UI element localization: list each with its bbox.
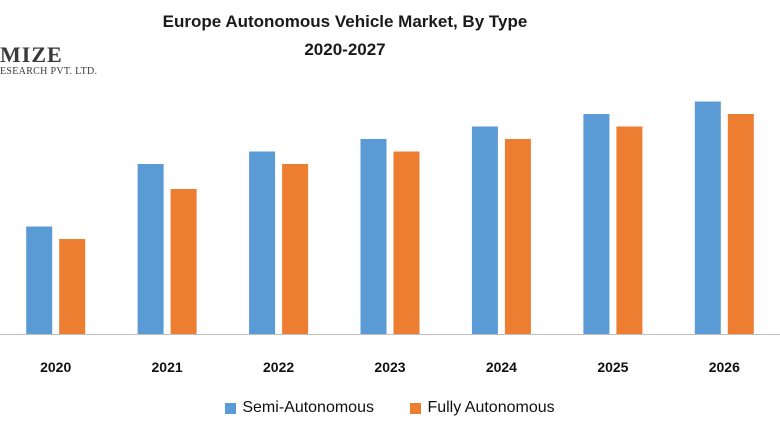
company-logo: MIZE ESEARCH PVT. LTD. — [0, 44, 97, 78]
legend-label-fully-autonomous: Fully Autonomous — [427, 399, 555, 416]
legend-swatch-semi-autonomous — [225, 402, 237, 414]
chart-title: Europe Autonomous Vehicle Market, By Typ… — [0, 8, 690, 64]
bar-fully-autonomous-2024 — [504, 139, 531, 334]
bar-fully-autonomous-2020 — [59, 239, 86, 334]
bar-semi-autonomous-2024 — [471, 126, 498, 334]
x-tick-label-2021: 2021 — [152, 359, 183, 375]
bar-semi-autonomous-2022 — [249, 151, 276, 334]
bar-semi-autonomous-2020 — [26, 226, 53, 334]
chart-title-line-1: Europe Autonomous Vehicle Market, By Typ… — [162, 12, 528, 31]
legend-swatch-fully-autonomous — [410, 402, 422, 414]
logo-subtitle: ESEARCH PVT. LTD. — [0, 66, 98, 77]
bar-fully-autonomous-2021 — [170, 189, 197, 334]
bar-fully-autonomous-2026 — [727, 114, 754, 334]
x-tick-label-2022: 2022 — [263, 359, 294, 375]
bar-semi-autonomous-2026 — [694, 101, 721, 334]
chart-title-line-2: 2020-2027 — [304, 40, 386, 59]
bar-fully-autonomous-2022 — [282, 164, 309, 334]
bar-semi-autonomous-2025 — [583, 114, 610, 334]
x-tick-label-2024: 2024 — [486, 359, 517, 375]
x-tick-label-2023: 2023 — [374, 359, 405, 375]
bar-semi-autonomous-2023 — [360, 139, 387, 334]
x-tick-label-2026: 2026 — [709, 359, 740, 375]
x-tick-labels: 2020 2021 2022 2023 2024 2025 2026 — [40, 359, 740, 375]
bar-group — [26, 101, 754, 334]
bar-semi-autonomous-2021 — [137, 164, 164, 334]
logo-wordmark: MIZE — [0, 42, 63, 67]
legend-label-semi-autonomous: Semi-Autonomous — [242, 399, 374, 416]
x-tick-label-2025: 2025 — [597, 359, 628, 375]
bar-fully-autonomous-2023 — [393, 151, 420, 334]
x-tick-label-2020: 2020 — [40, 359, 71, 375]
legend-item-fully-autonomous: Fully Autonomous — [410, 399, 555, 417]
bar-fully-autonomous-2025 — [616, 126, 643, 334]
legend-item-semi-autonomous: Semi-Autonomous — [225, 399, 374, 417]
legend: Semi-Autonomous Fully Autonomous — [0, 399, 780, 419]
